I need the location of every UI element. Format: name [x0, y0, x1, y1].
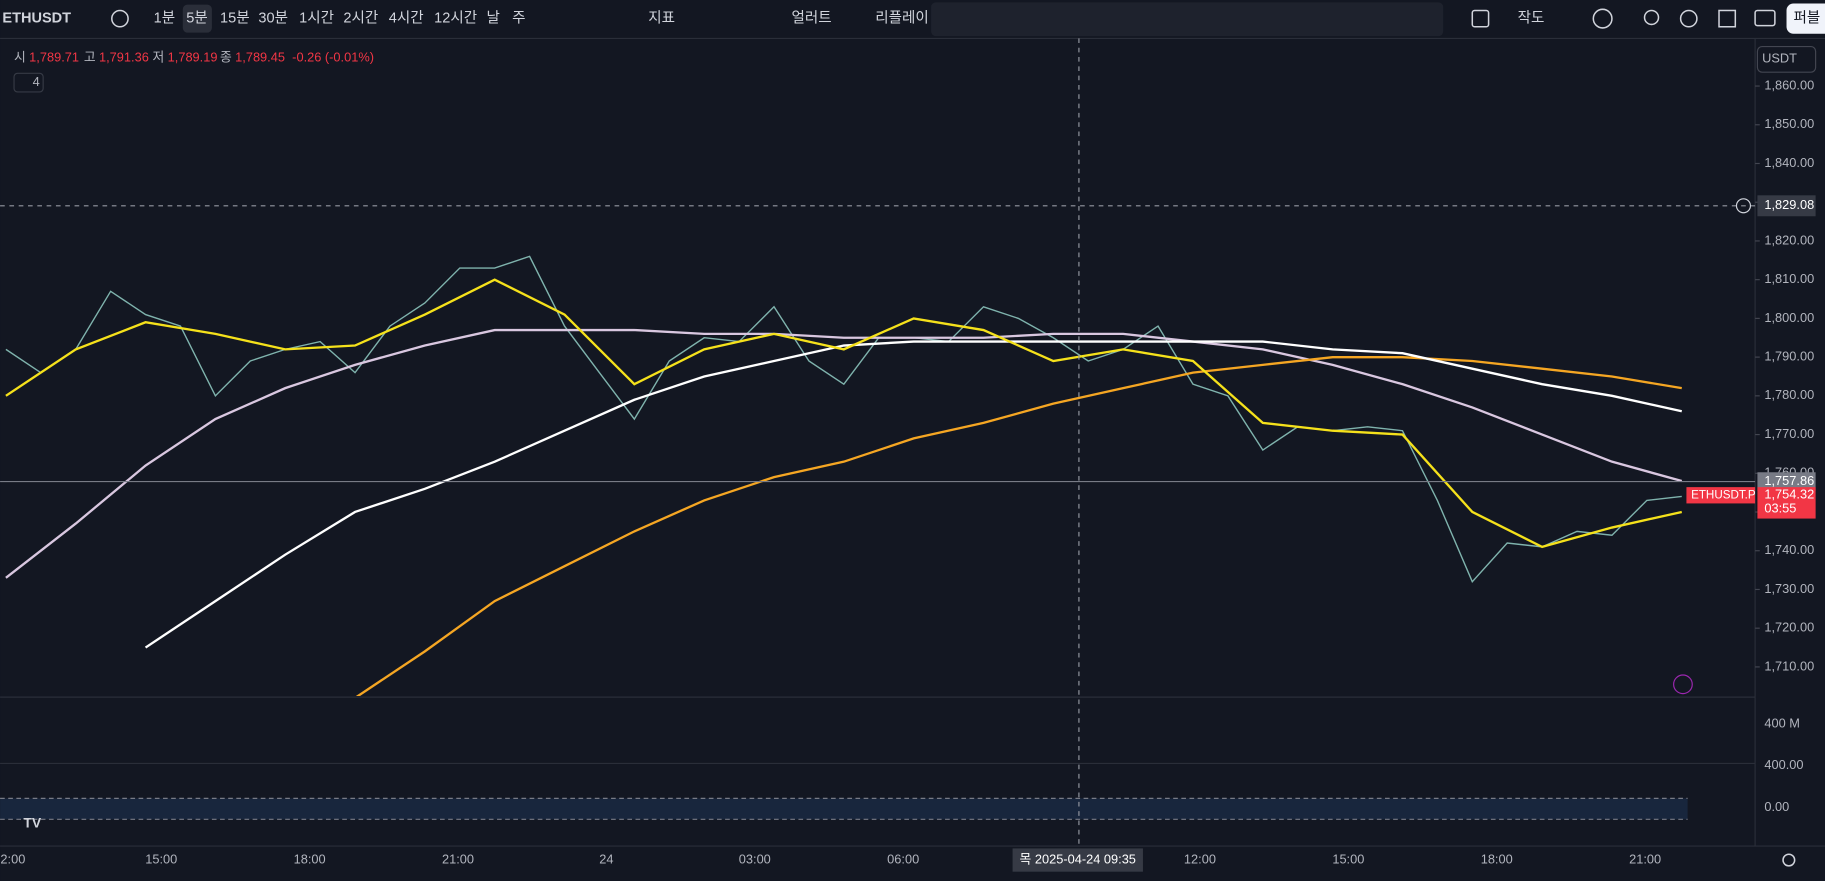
volume-axis-label: 400.00 — [1764, 757, 1803, 772]
symbol[interactable]: ETHUSDT — [2, 10, 71, 26]
countdown-label: 03:55 — [1764, 501, 1796, 516]
add-symbol-button[interactable] — [111, 9, 129, 28]
close-label: 종 — [220, 50, 232, 65]
series-line — [5, 328, 1683, 579]
low-label: 저 — [153, 50, 165, 65]
interval-button[interactable]: 1분 — [154, 10, 175, 26]
x-tick-label: 03:00 — [739, 851, 771, 866]
crosshair-time-label: 목 2025-04-24 09:35 — [1020, 851, 1136, 866]
interval-button[interactable]: 1시간 — [299, 9, 334, 26]
interval-button[interactable]: 5분 — [186, 10, 207, 26]
symbol-tag-box — [1686, 487, 1756, 504]
crosshair-price-box — [1757, 195, 1816, 217]
low-value: 1,789.19 — [168, 50, 218, 65]
avatar-button[interactable] — [1592, 8, 1613, 29]
drawing-button[interactable]: 작도 — [1518, 9, 1545, 26]
add-alert-button[interactable] — [1735, 198, 1752, 214]
y-tick-label: 1,740.00 — [1764, 542, 1814, 557]
x-tick-label: 21:00 — [442, 851, 474, 866]
interval-button[interactable]: 30분 — [258, 10, 288, 26]
indicator-count[interactable]: 4 — [33, 74, 40, 89]
x-tick-label: 18:00 — [1481, 851, 1513, 866]
main-pane — [5, 255, 1683, 696]
fullscreen-button[interactable] — [1718, 9, 1737, 28]
y-tick-label: 1,800.00 — [1764, 310, 1814, 325]
logo: TV — [23, 815, 42, 831]
series-line — [5, 278, 1683, 549]
screenshot-button[interactable] — [1754, 9, 1776, 27]
interval-button[interactable]: 15분 — [220, 10, 250, 26]
y-tick-label: 1,810.00 — [1764, 271, 1814, 286]
interval-button[interactable]: 12시간 — [434, 9, 477, 26]
volume-axis-label: 400 M — [1764, 715, 1800, 730]
y-tick-label: 1,780.00 — [1764, 387, 1814, 402]
y-tick-label: 1,710.00 — [1764, 658, 1814, 673]
alert-icon[interactable] — [1673, 674, 1693, 695]
y-tick-label: 1,820.00 — [1764, 232, 1814, 247]
y-tick-label: 1,860.00 — [1764, 77, 1814, 92]
oscillator-axis-label: 0.00 — [1764, 799, 1789, 814]
open-value: 1,789.71 — [29, 50, 79, 65]
y-tick-label: 1,770.00 — [1764, 426, 1814, 441]
search-button[interactable] — [1643, 9, 1660, 26]
crosshair-time-box — [1012, 848, 1143, 872]
high-value: 1,791.36 — [99, 50, 149, 65]
x-tick-label: 2:00 — [0, 851, 25, 866]
y-tick-label: 1,850.00 — [1764, 116, 1814, 131]
interval-button[interactable]: 날 — [487, 9, 500, 26]
replay-button[interactable]: 리플레이 — [875, 9, 928, 26]
crosshair-price-label: 1,829.08 — [1764, 197, 1814, 212]
x-tick-label: 24 — [599, 851, 613, 866]
currency-label[interactable]: USDT — [1762, 51, 1797, 66]
change-value: -0.26 (-0.01%) — [292, 50, 374, 65]
active-interval-bg — [182, 4, 212, 33]
drawing-tools-bg — [931, 2, 1444, 37]
alert-button[interactable]: 얼러트 — [791, 9, 831, 26]
high-label: 고 — [84, 50, 96, 65]
series-line — [144, 340, 1683, 649]
legend: 시 1,789.71 고 1,791.36 저 1,789.19 종 1,789… — [14, 50, 374, 89]
interval-button[interactable]: 2시간 — [343, 9, 378, 26]
interval-button[interactable]: 주 — [512, 10, 525, 26]
y-tick-label: 1,790.00 — [1764, 348, 1814, 363]
x-tick-label: 12:00 — [1184, 851, 1216, 866]
series-line — [355, 356, 1682, 696]
open-label: 시 — [14, 50, 26, 65]
publish-button[interactable] — [1786, 3, 1825, 34]
publish-label[interactable]: 퍼블 — [1794, 9, 1821, 26]
x-tick-label: 15:00 — [145, 851, 177, 866]
y-tick-label: 1,730.00 — [1764, 581, 1814, 596]
last-price-label: 1,757.86 — [1764, 473, 1814, 488]
interval-button[interactable]: 4시간 — [389, 9, 424, 26]
axis-settings[interactable] — [1782, 853, 1796, 867]
indicators-button[interactable]: 지표 — [648, 9, 675, 26]
close-value: 1,789.45 — [235, 50, 285, 65]
current-price-box — [1757, 487, 1816, 519]
currency-select[interactable] — [1756, 45, 1817, 73]
oscillator-band — [0, 797, 1688, 820]
x-tick-label: 18:00 — [294, 851, 326, 866]
x-tick-label: 15:00 — [1332, 851, 1364, 866]
toolbar-icons — [13, 3, 1825, 867]
indicator-toggle[interactable] — [13, 72, 44, 93]
x-tick-label: 21:00 — [1629, 851, 1661, 866]
symbol-tag-label: ETHUSDT.P — [1691, 488, 1756, 501]
current-price-label: 1,754.32 — [1764, 487, 1814, 502]
x-tick-label: 06:00 — [887, 851, 919, 866]
y-tick-label: 1,720.00 — [1764, 620, 1814, 635]
last-price-box — [1757, 472, 1816, 491]
settings-button[interactable] — [1679, 9, 1698, 28]
layout-button[interactable] — [1471, 9, 1490, 28]
y-tick-label: 1,840.00 — [1764, 155, 1814, 170]
